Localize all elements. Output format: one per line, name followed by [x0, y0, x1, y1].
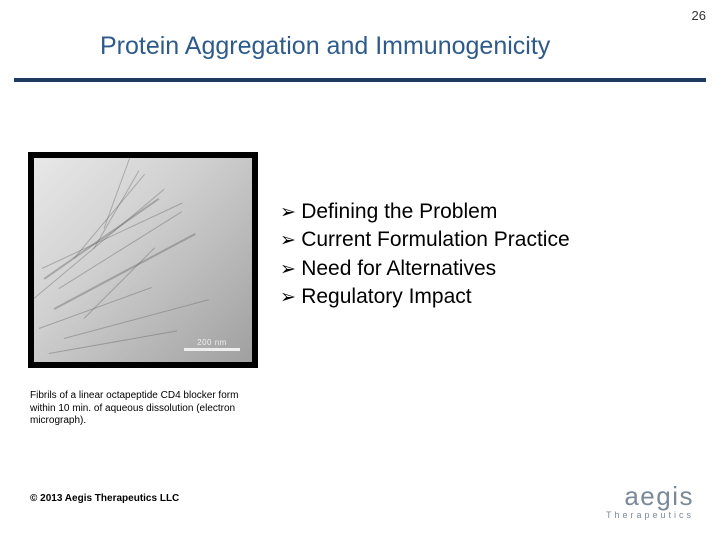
fibril-line [44, 198, 160, 280]
bullet-list: Defining the ProblemCurrent Formulation … [280, 198, 700, 311]
micrograph-frame: 200 nm [28, 152, 258, 368]
fibril-line [64, 299, 209, 339]
fibril-line [74, 174, 146, 259]
logo-main-text: aegis [606, 485, 694, 508]
micrograph-caption: Fibrils of a linear octapeptide CD4 bloc… [30, 390, 266, 428]
bullet-item: Regulatory Impact [280, 283, 700, 311]
scale-bar: 200 nm [184, 338, 240, 352]
copyright-text: © 2013 Aegis Therapeutics LLC [30, 493, 179, 504]
bullet-item: Current Formulation Practice [280, 226, 700, 254]
micrograph-image: 200 nm [34, 158, 252, 362]
company-logo: aegis Therapeutics [606, 485, 694, 520]
bullet-item: Need for Alternatives [280, 255, 700, 283]
fibril-line [49, 330, 177, 354]
slide-title: Protein Aggregation and Immunogenicity [100, 32, 550, 61]
scale-bar-label: 200 nm [197, 338, 227, 347]
page-number: 26 [692, 8, 706, 23]
logo-sub-text: Therapeutics [606, 510, 694, 520]
scale-bar-line [184, 348, 240, 351]
title-underline [14, 78, 706, 82]
bullet-item: Defining the Problem [280, 198, 700, 226]
